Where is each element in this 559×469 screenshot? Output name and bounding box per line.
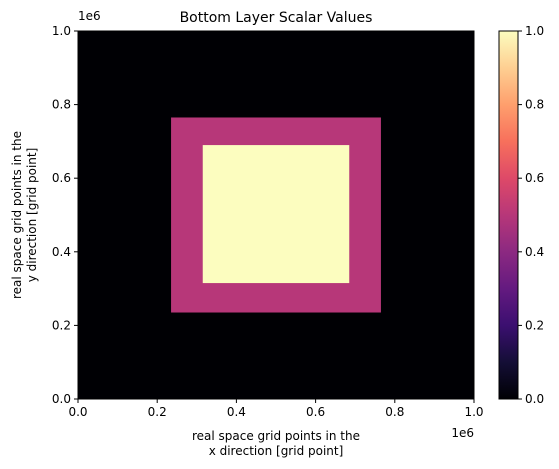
colorbar	[498, 30, 519, 400]
x-tick-label: 0.6	[306, 405, 325, 419]
colorbar-tick-label: 0.8	[525, 98, 544, 112]
x-axis-label-line-1: real space grid points in the	[192, 429, 360, 443]
y-axis-ticks: 0.0 0.2 0.4 0.6 0.8 1.0	[52, 24, 78, 406]
heatmap-region-2	[202, 145, 350, 284]
y-tick-label: 0.8	[52, 98, 71, 112]
y-axis-label-line-1: real space grid points in the	[10, 131, 24, 299]
chart-title: Bottom Layer Scalar Values	[180, 10, 373, 26]
colorbar-tick-label: 0.6	[525, 171, 544, 185]
x-axis-ticks: 0.0 0.2 0.4 0.6 0.8 1.0	[68, 399, 484, 419]
y-tick-label: 1.0	[52, 24, 71, 38]
y-tick-label: 0.6	[52, 171, 71, 185]
x-tick-label: 1.0	[464, 405, 483, 419]
colorbar-tick-label: 0.2	[525, 318, 544, 332]
colorbar-tick-label: 0.4	[525, 245, 544, 259]
y-offset-label: 1e6	[78, 9, 101, 23]
x-offset-label: 1e6	[451, 426, 474, 440]
y-tick-label: 0.2	[52, 318, 71, 332]
x-tick-label: 0.4	[227, 405, 246, 419]
colorbar-tick-label: 0.0	[525, 392, 544, 406]
y-axis-label-line-2: y direction [grid point]	[25, 148, 39, 283]
y-tick-label: 0.4	[52, 245, 71, 259]
heatmap-area	[78, 31, 474, 399]
colorbar-tick-label: 1.0	[525, 24, 544, 38]
x-axis-label-line-2: x direction [grid point]	[209, 444, 344, 458]
x-tick-label: 0.2	[148, 405, 167, 419]
colorbar-ticks: 0.0 0.2 0.4 0.6 0.8 1.0	[518, 24, 544, 406]
x-tick-label: 0.8	[385, 405, 404, 419]
plot-frame	[77, 30, 475, 400]
y-tick-label: 0.0	[52, 392, 71, 406]
x-tick-label: 0.0	[68, 405, 87, 419]
